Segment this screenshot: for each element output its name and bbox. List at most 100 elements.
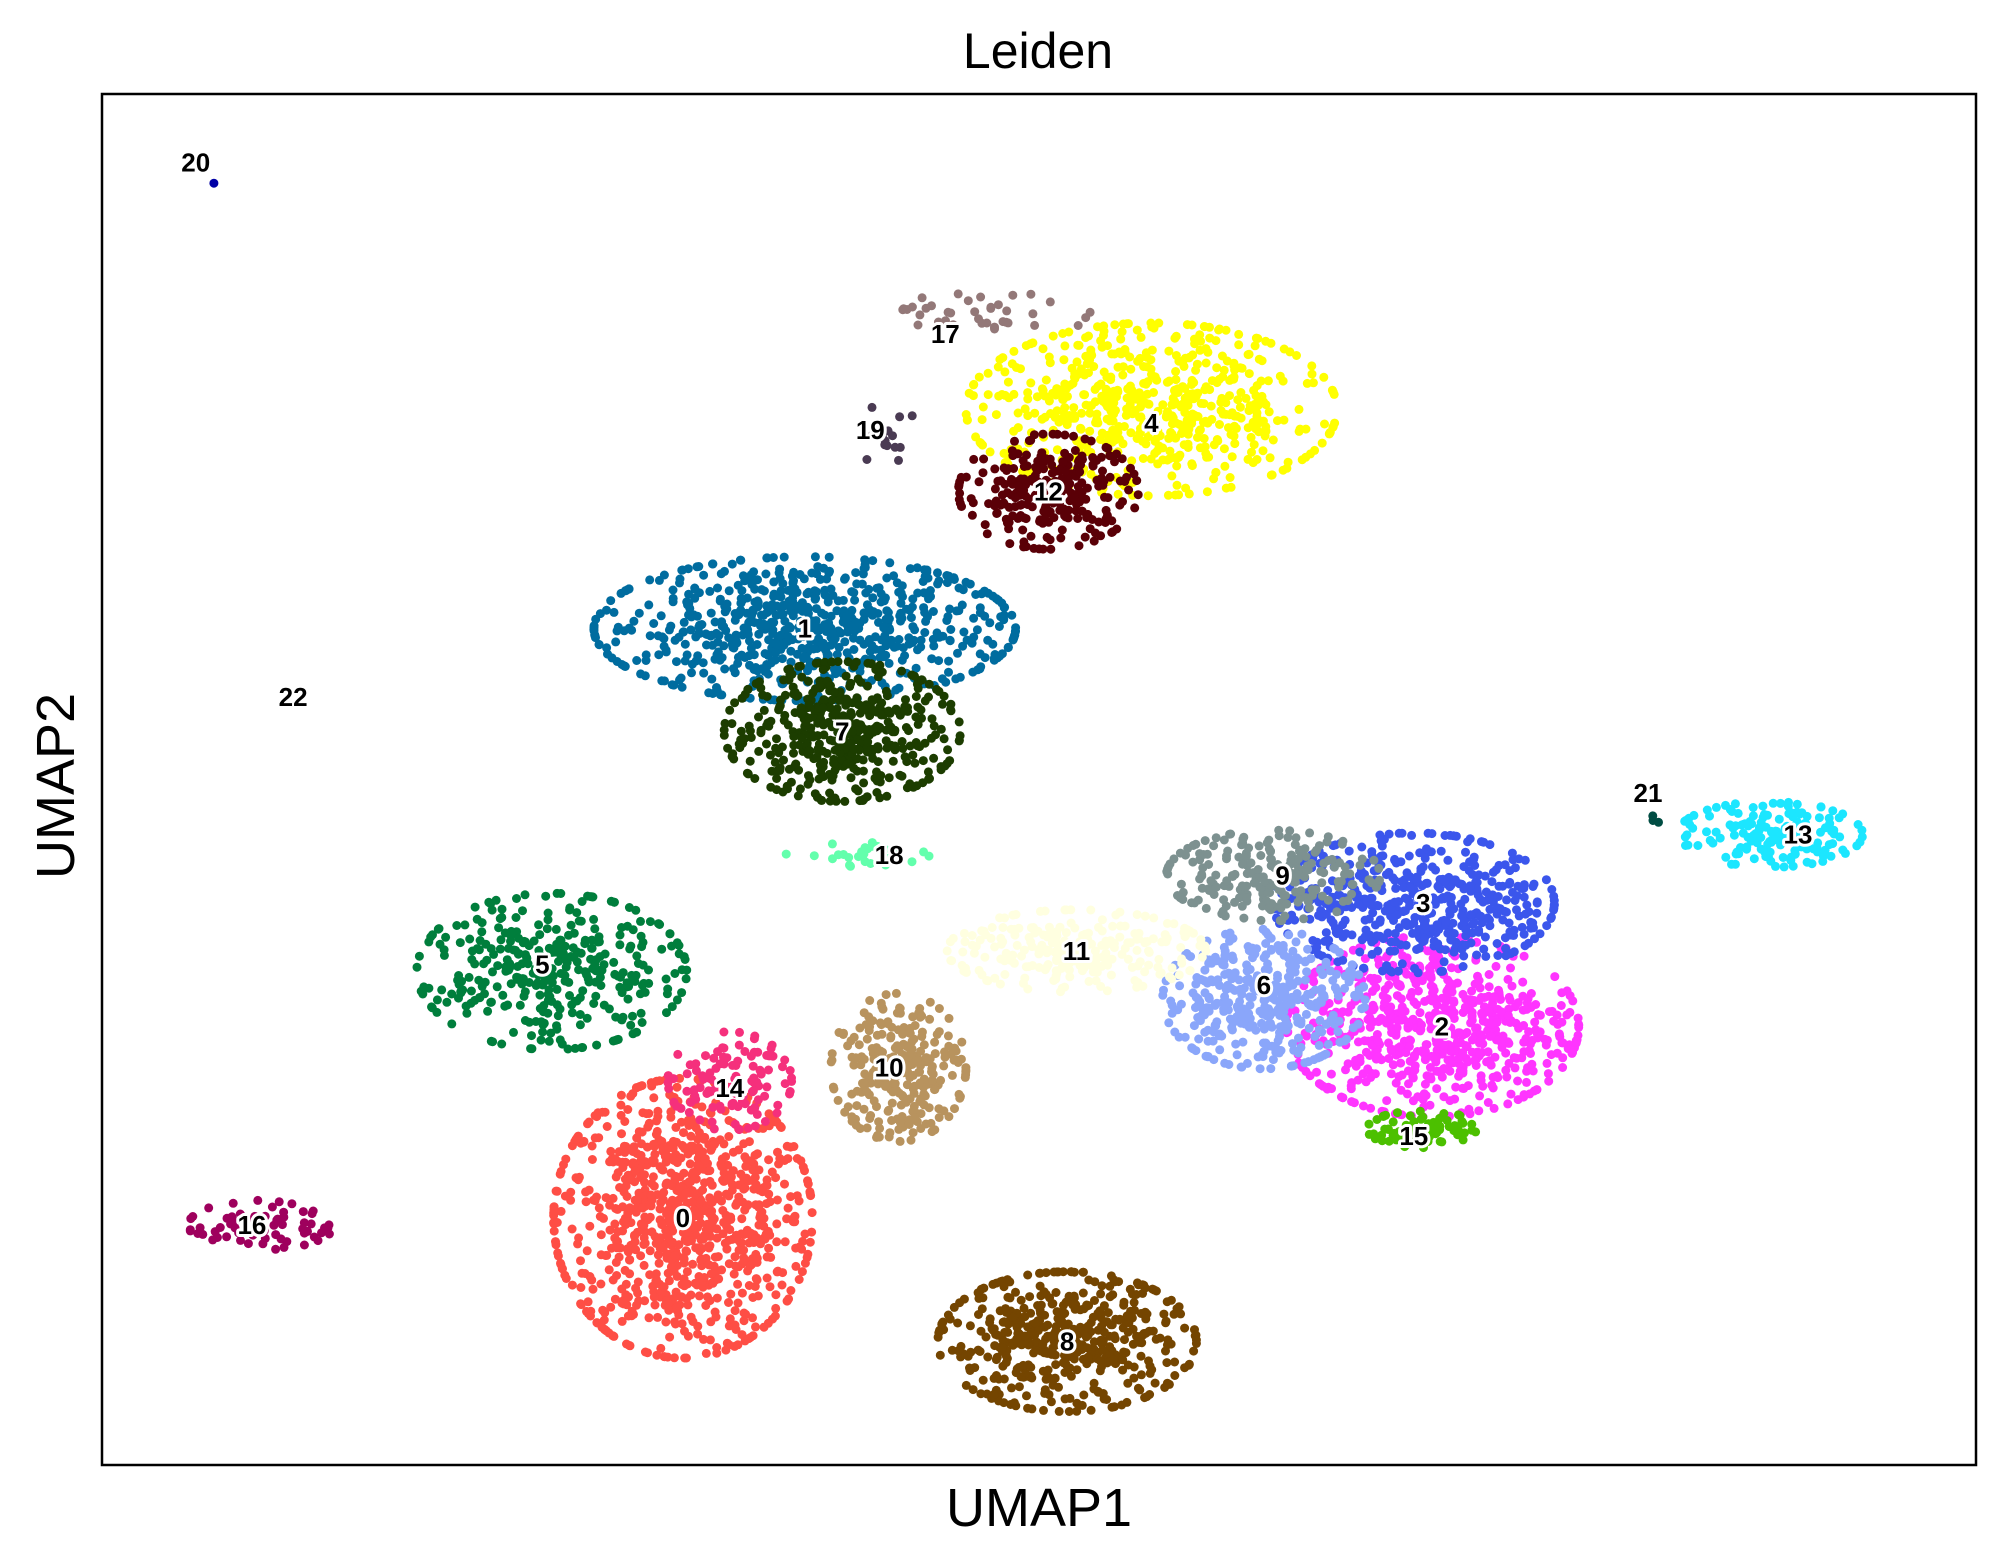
- point: [649, 1292, 659, 1302]
- point: [783, 1154, 793, 1164]
- point: [595, 1212, 605, 1221]
- point: [1146, 318, 1156, 328]
- point: [1192, 359, 1202, 369]
- point: [645, 631, 655, 641]
- point: [789, 748, 798, 758]
- point: [1355, 947, 1365, 957]
- point: [625, 1203, 635, 1213]
- point: [838, 595, 848, 605]
- point: [669, 1156, 679, 1165]
- point: [526, 1044, 536, 1054]
- point: [1219, 365, 1229, 375]
- point: [584, 1185, 594, 1195]
- point: [1003, 377, 1013, 387]
- point: [832, 606, 842, 616]
- point: [1310, 985, 1320, 995]
- point: [586, 1311, 595, 1321]
- point: [977, 415, 987, 425]
- point: [472, 944, 482, 954]
- point: [656, 611, 666, 621]
- point: [828, 771, 838, 781]
- point: [817, 795, 827, 805]
- point: [1546, 914, 1556, 923]
- point: [743, 1228, 752, 1238]
- point: [855, 635, 865, 645]
- point: [1473, 890, 1483, 900]
- point: [561, 962, 571, 972]
- point: [681, 1353, 691, 1363]
- point: [1118, 370, 1128, 380]
- point: [1336, 1092, 1346, 1102]
- point: [654, 1258, 664, 1268]
- point: [625, 1269, 635, 1279]
- point: [800, 1258, 810, 1268]
- point: [1445, 906, 1455, 916]
- point: [840, 637, 850, 647]
- point: [1043, 1365, 1053, 1375]
- point: [412, 962, 422, 972]
- point: [551, 1237, 560, 1247]
- point: [762, 553, 772, 563]
- point: [748, 1293, 758, 1302]
- point: [1293, 1048, 1303, 1058]
- point: [721, 1189, 731, 1199]
- point: [632, 1194, 642, 1204]
- point: [860, 563, 870, 573]
- point: [1101, 384, 1111, 394]
- point: [534, 920, 544, 930]
- point: [1541, 875, 1551, 885]
- point: [1307, 369, 1317, 379]
- point: [1391, 1078, 1401, 1088]
- point: [698, 1185, 708, 1195]
- point: [1491, 961, 1501, 971]
- point: [1341, 1065, 1350, 1075]
- point: [644, 600, 654, 610]
- point: [715, 655, 725, 665]
- point: [1009, 426, 1019, 436]
- point: [501, 966, 511, 976]
- point: [1261, 939, 1271, 948]
- point: [1427, 829, 1437, 839]
- point: [1303, 944, 1313, 954]
- point: [1145, 1390, 1155, 1399]
- point: [824, 552, 834, 562]
- point: [1000, 367, 1010, 377]
- point: [639, 1220, 649, 1230]
- point: [761, 1180, 771, 1190]
- point: [1419, 1089, 1429, 1099]
- point: [1058, 1267, 1068, 1277]
- point: [994, 1374, 1004, 1384]
- point: [615, 930, 625, 940]
- point: [822, 748, 832, 758]
- point: [1277, 1004, 1286, 1014]
- point: [719, 725, 729, 735]
- point: [1382, 1018, 1391, 1028]
- point: [1485, 921, 1495, 931]
- point: [1018, 1360, 1028, 1370]
- point: [1477, 1032, 1487, 1042]
- point: [944, 667, 953, 677]
- point: [991, 410, 1001, 420]
- point: [632, 656, 642, 665]
- point: [724, 586, 734, 596]
- point: [1026, 378, 1036, 388]
- point: [717, 1154, 727, 1164]
- point: [999, 1282, 1009, 1292]
- point: [636, 1251, 646, 1261]
- point: [1474, 925, 1484, 935]
- point: [775, 766, 785, 775]
- point: [784, 596, 794, 606]
- point: [596, 981, 606, 990]
- point: [617, 1316, 627, 1326]
- point: [661, 974, 671, 984]
- point: [583, 1119, 592, 1129]
- point: [1475, 1091, 1485, 1101]
- point: [815, 574, 825, 584]
- point: [604, 1004, 614, 1014]
- point: [671, 1287, 681, 1297]
- point: [1216, 406, 1226, 416]
- point: [1439, 1040, 1449, 1050]
- point: [1162, 377, 1172, 387]
- point: [767, 1167, 777, 1177]
- point: [800, 652, 809, 661]
